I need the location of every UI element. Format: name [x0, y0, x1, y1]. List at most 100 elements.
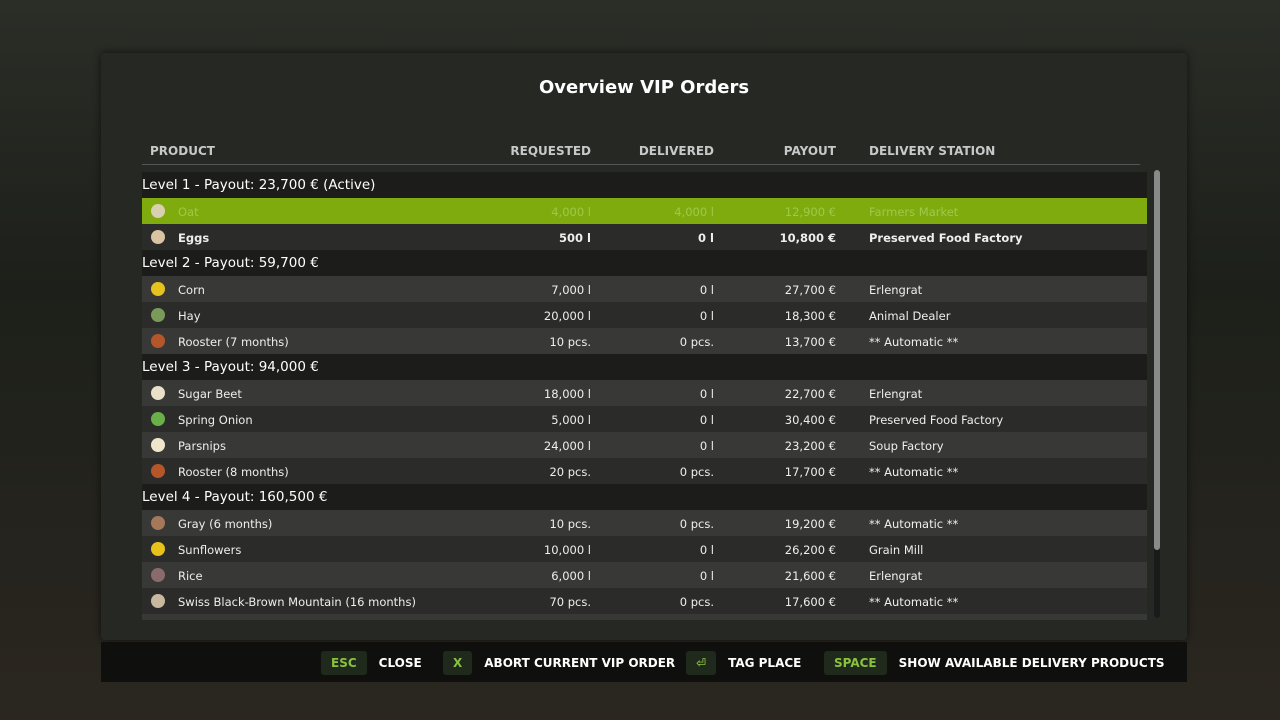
corn-icon [151, 282, 165, 296]
vip-orders-dialog: Overview VIP Orders PRODUCT REQUESTED DE… [101, 53, 1187, 640]
delivered-amount: 0 l [699, 309, 714, 323]
hay-icon [151, 308, 165, 322]
requested-amount: 6,000 l [551, 569, 591, 583]
delivery-station: Grain Mill [869, 543, 924, 557]
delivery-station: ** Automatic ** [869, 595, 959, 609]
delivered-amount: 0 l [699, 387, 714, 401]
key-hint: X [443, 651, 473, 675]
footer-button-abort-current-vip-order[interactable]: X ABORT CURRENT VIP ORDER [443, 651, 675, 675]
payout-amount: 30,400 € [784, 413, 836, 427]
footer-label: ABORT CURRENT VIP ORDER [484, 656, 676, 670]
order-row[interactable]: Gray (6 months) 10 pcs. 0 pcs. 19,200 € … [142, 510, 1147, 536]
col-delivered: DELIVERED [638, 144, 714, 158]
tag-place-icon: ⏎ [686, 651, 717, 675]
scrollbar-thumb[interactable] [1154, 170, 1160, 550]
delivery-station: Soup Factory [869, 439, 944, 453]
payout-amount: 13,700 € [784, 335, 836, 349]
delivery-station: Farmers Market [869, 205, 959, 219]
orders-table: Level 1 - Payout: 23,700 € (Active) Oat … [142, 172, 1147, 620]
product-name: Swiss Black-Brown Mountain (16 months) [178, 595, 416, 609]
parsnip-icon [151, 438, 165, 452]
table-header: PRODUCT REQUESTED DELIVERED PAYOUT DELIV… [142, 143, 1140, 165]
sheep-icon [151, 594, 165, 608]
footer-button-tag-place[interactable]: ⏎ TAG PLACE [686, 651, 801, 675]
product-name: Oat [178, 205, 199, 219]
sunflower-icon [151, 542, 165, 556]
requested-amount: 10 pcs. [549, 335, 591, 349]
order-row[interactable]: Rooster (7 months) 10 pcs. 0 pcs. 13,700… [142, 328, 1147, 354]
requested-amount: 4,000 l [551, 205, 591, 219]
delivered-amount: 0 pcs. [679, 465, 714, 479]
level-header: Level 3 - Payout: 94,000 € [142, 354, 1147, 380]
requested-amount: 20,000 l [543, 309, 591, 323]
order-row[interactable]: Hay 20,000 l 0 l 18,300 € Animal Dealer [142, 302, 1147, 328]
level-label: Level 1 - Payout: 23,700 € (Active) [142, 177, 376, 193]
requested-amount: 24,000 l [543, 439, 591, 453]
order-row[interactable]: Rooster (8 months) 20 pcs. 0 pcs. 17,700… [142, 458, 1147, 484]
delivered-amount: 0 pcs. [679, 595, 714, 609]
product-name: Hay [178, 309, 201, 323]
footer-label: TAG PLACE [728, 656, 802, 670]
requested-amount: 10,000 l [543, 543, 591, 557]
order-row[interactable]: Oat 4,000 l 4,000 l 12,900 € Farmers Mar… [142, 198, 1147, 224]
level-label: Level 3 - Payout: 94,000 € [142, 359, 319, 375]
order-row[interactable]: Rice 6,000 l 0 l 21,600 € Erlengrat [142, 562, 1147, 588]
col-requested: REQUESTED [510, 144, 591, 158]
delivered-amount: 0 l [699, 543, 714, 557]
delivered-amount: 0 l [699, 569, 714, 583]
footer-label: SHOW AVAILABLE DELIVERY PRODUCTS [898, 656, 1165, 670]
delivery-station: Erlengrat [869, 283, 923, 297]
goat-icon [151, 516, 165, 530]
level-label: Level 4 - Payout: 160,500 € [142, 489, 328, 505]
delivery-station: ** Automatic ** [869, 335, 959, 349]
order-row[interactable] [142, 614, 1147, 620]
spring-onion-icon [151, 412, 165, 426]
payout-amount: 18,300 € [784, 309, 836, 323]
payout-amount: 23,200 € [784, 439, 836, 453]
level-label: Level 2 - Payout: 59,700 € [142, 255, 319, 271]
key-hint: ESC [321, 651, 367, 675]
requested-amount: 5,000 l [551, 413, 591, 427]
payout-amount: 10,800 € [779, 231, 836, 245]
requested-amount: 7,000 l [551, 283, 591, 297]
order-row[interactable]: Parsnips 24,000 l 0 l 23,200 € Soup Fact… [142, 432, 1147, 458]
delivery-station: Preserved Food Factory [869, 231, 1023, 245]
col-payout: PAYOUT [783, 144, 836, 158]
delivered-amount: 0 l [699, 413, 714, 427]
requested-amount: 10 pcs. [549, 517, 591, 531]
delivery-station: ** Automatic ** [869, 465, 959, 479]
product-name: Parsnips [178, 439, 226, 453]
delivered-amount: 0 pcs. [679, 335, 714, 349]
requested-amount: 20 pcs. [549, 465, 591, 479]
order-row[interactable]: Corn 7,000 l 0 l 27,700 € Erlengrat [142, 276, 1147, 302]
scrollbar[interactable] [1154, 170, 1160, 618]
product-name: Rooster (8 months) [178, 465, 289, 479]
rice-icon [151, 568, 165, 582]
delivery-station: Erlengrat [869, 387, 923, 401]
col-product: PRODUCT [150, 144, 215, 158]
order-row[interactable]: Spring Onion 5,000 l 0 l 30,400 € Preser… [142, 406, 1147, 432]
footer-button-show-available-delivery-products[interactable]: SPACE SHOW AVAILABLE DELIVERY PRODUCTS [824, 651, 1165, 675]
rooster-icon [151, 334, 165, 348]
product-name: Spring Onion [178, 413, 253, 427]
delivery-station: Animal Dealer [869, 309, 951, 323]
product-name: Corn [178, 283, 205, 297]
delivered-amount: 4,000 l [674, 205, 714, 219]
order-row[interactable]: Sunflowers 10,000 l 0 l 26,200 € Grain M… [142, 536, 1147, 562]
delivered-amount: 0 pcs. [679, 517, 714, 531]
order-row[interactable]: Swiss Black-Brown Mountain (16 months) 7… [142, 588, 1147, 614]
product-name: Rooster (7 months) [178, 335, 289, 349]
level-header: Level 4 - Payout: 160,500 € [142, 484, 1147, 510]
delivery-station: Erlengrat [869, 569, 923, 583]
product-name: Eggs [178, 231, 210, 245]
footer-button-close[interactable]: ESC CLOSE [321, 651, 422, 675]
eggs-icon [151, 230, 165, 244]
payout-amount: 19,200 € [784, 517, 836, 531]
col-station: DELIVERY STATION [869, 144, 996, 158]
order-row[interactable]: Eggs 500 l 0 l 10,800 € Preserved Food F… [142, 224, 1147, 250]
product-name: Gray (6 months) [178, 517, 273, 531]
order-row[interactable]: Sugar Beet 18,000 l 0 l 22,700 € Erlengr… [142, 380, 1147, 406]
requested-amount: 18,000 l [543, 387, 591, 401]
payout-amount: 17,700 € [784, 465, 836, 479]
oat-icon [151, 204, 165, 218]
